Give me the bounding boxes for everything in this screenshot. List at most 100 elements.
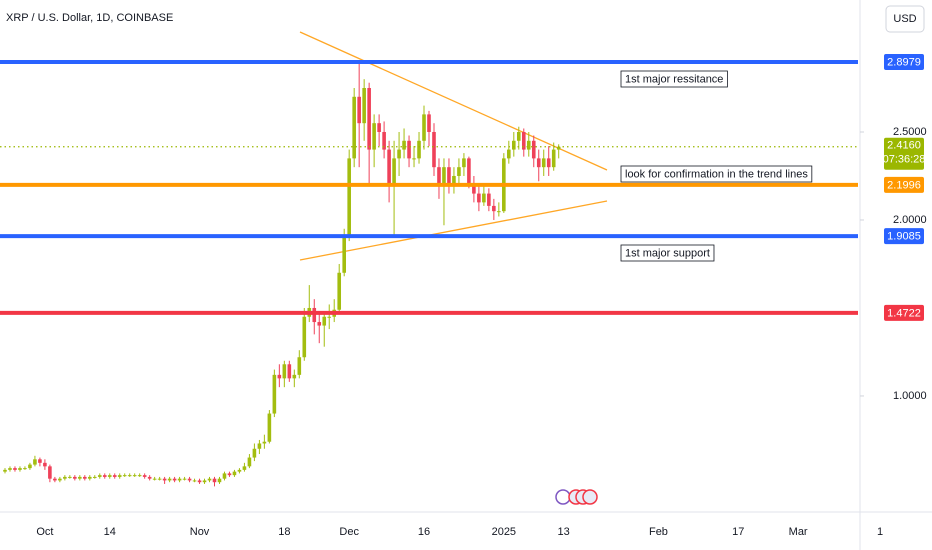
candle-body <box>197 480 202 483</box>
candle-body <box>38 459 42 463</box>
candle-body <box>432 131 436 168</box>
candle-body <box>382 131 386 150</box>
candle-body <box>28 464 32 469</box>
candle-body <box>217 478 222 483</box>
candle-body <box>177 478 182 481</box>
candle-body <box>497 211 501 213</box>
candle-body <box>172 478 177 481</box>
candle-body <box>367 87 371 150</box>
candle-body <box>452 175 456 185</box>
candle-body <box>467 158 471 185</box>
trend-line-lower <box>299 200 608 261</box>
candle-body <box>372 123 376 150</box>
candle-body <box>516 131 521 141</box>
candle-body <box>287 364 292 379</box>
candle-body <box>551 149 556 168</box>
candle-body <box>207 478 212 481</box>
candle-body <box>107 475 112 477</box>
candle-body <box>92 476 97 478</box>
current-price-box <box>884 137 924 170</box>
candle-body <box>58 478 62 481</box>
candle-body <box>137 475 142 477</box>
x-tick-label: 13 <box>558 526 570 538</box>
candle-body <box>132 475 137 477</box>
candle-body <box>392 158 396 185</box>
candle-body <box>127 475 132 477</box>
candle-body <box>63 476 67 479</box>
x-tick-label: 16 <box>418 526 430 538</box>
candle-body <box>272 374 277 414</box>
annotation-text: 1st major ressitance <box>625 73 723 85</box>
currency-button[interactable] <box>885 5 925 33</box>
y-tick-label: 2.0000 <box>893 214 927 226</box>
candle-body <box>73 476 77 479</box>
x-tick-label: Oct <box>36 526 53 538</box>
annotation-box <box>620 165 813 183</box>
trend-line-upper <box>299 31 608 171</box>
candle-body <box>277 374 282 379</box>
candle-body <box>53 478 57 481</box>
candle-body <box>252 448 257 458</box>
candle-body <box>157 478 162 480</box>
candle-body <box>68 476 72 478</box>
candle-body <box>187 478 192 481</box>
candle-body <box>222 473 227 479</box>
candle-body <box>357 96 361 124</box>
candle-body <box>48 466 52 479</box>
candle-body <box>322 316 327 326</box>
candle-body <box>377 123 381 132</box>
candle-body <box>531 140 536 159</box>
y-tick-label: 1.0000 <box>893 390 927 402</box>
level-price-box <box>884 176 924 193</box>
x-tick-label: 17 <box>732 526 744 538</box>
level-price-label: 2.1996 <box>887 179 921 191</box>
candle-body <box>122 475 127 477</box>
candle-body <box>422 114 426 141</box>
annotation-box <box>620 244 715 262</box>
candle-body <box>487 193 491 206</box>
candle-body <box>282 364 287 379</box>
candle-body <box>482 193 486 203</box>
candle-body <box>447 167 451 185</box>
level-price-box <box>884 53 924 70</box>
x-tick-label: Feb <box>649 526 668 538</box>
candle-body <box>352 96 356 159</box>
candle-body <box>167 478 172 481</box>
candle-body <box>387 149 391 185</box>
candle-body <box>43 462 47 467</box>
candle-body <box>202 480 207 483</box>
candle-body <box>297 357 302 375</box>
candle-body <box>317 322 322 326</box>
annotation-text: 1st major support <box>625 247 710 259</box>
candle-body <box>457 167 461 176</box>
countdown-label: 07:36:28 <box>883 154 926 166</box>
candle-body <box>492 205 496 212</box>
candle-body <box>102 475 107 477</box>
y-tick-label: 2.5000 <box>893 126 927 138</box>
candle-body <box>407 140 411 159</box>
x-tick-label: Dec <box>339 526 359 538</box>
candle-body <box>462 158 466 168</box>
level-price-box <box>884 304 924 321</box>
candle-body <box>402 140 406 150</box>
x-tick-label: Nov <box>190 526 210 538</box>
candle-body <box>342 237 346 273</box>
candle-body <box>232 471 237 476</box>
currency-label[interactable]: USD <box>893 13 916 25</box>
candle-body <box>8 468 12 470</box>
candle-body <box>33 459 37 465</box>
candle-body <box>147 476 152 479</box>
x-tick-label: 2025 <box>492 526 516 538</box>
candle-body <box>302 316 307 358</box>
candle-body <box>262 441 267 444</box>
candle-body <box>417 140 421 159</box>
candle-body <box>267 413 272 442</box>
candle-body <box>87 476 92 479</box>
candle-body <box>112 475 117 477</box>
candle-body <box>227 473 232 476</box>
candle-body <box>327 316 332 318</box>
candle-body <box>337 272 342 310</box>
candle-body <box>237 469 242 472</box>
candle-body <box>212 478 217 483</box>
